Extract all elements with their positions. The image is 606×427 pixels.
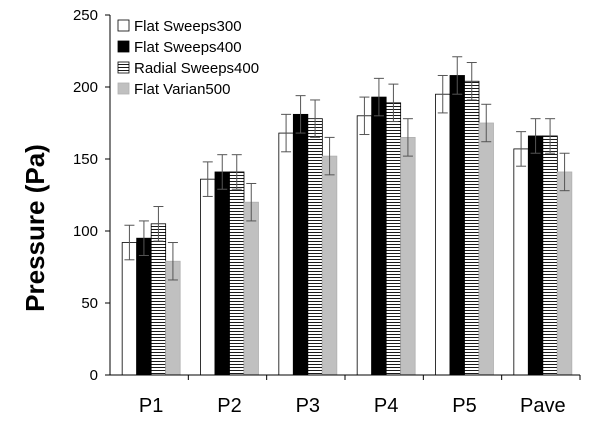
bar — [229, 171, 245, 376]
bar — [464, 80, 480, 376]
bars — [121, 75, 573, 376]
bar — [200, 178, 216, 376]
legend-swatch — [117, 19, 130, 32]
legend-label: Flat Sweeps300 — [134, 18, 242, 35]
legend-label: Flat Varian500 — [134, 81, 230, 98]
bar — [478, 122, 494, 376]
bar — [243, 201, 259, 376]
bar — [150, 223, 167, 376]
bar — [307, 118, 323, 376]
bar — [449, 75, 465, 376]
y-tick-label: 200 — [73, 79, 98, 96]
legend-swatch — [117, 82, 130, 95]
y-tick-label: 0 — [90, 367, 98, 384]
bar — [214, 171, 230, 376]
bar — [385, 102, 402, 376]
bar — [371, 96, 387, 376]
legend: Flat Sweeps300 Flat Sweeps400 Radial Sweep… — [117, 18, 259, 98]
legend-label: Radial Sweeps400 — [134, 60, 259, 77]
bar — [513, 148, 529, 376]
x-tick-label: P3 — [296, 395, 320, 417]
bar — [356, 115, 373, 376]
bar — [278, 132, 294, 376]
x-tick-label: Pave — [520, 395, 566, 417]
y-tick-label: 100 — [73, 223, 98, 240]
bar — [400, 136, 416, 376]
x-tick-label: P5 — [452, 395, 476, 417]
y-axis-label: Pressure (Pa) — [20, 144, 50, 312]
bar — [435, 93, 451, 376]
bar — [121, 242, 138, 376]
x-tick-label: P4 — [374, 395, 398, 417]
y-tick-label: 250 — [73, 7, 98, 24]
y-axis: 0 50 100 150 200 250 — [73, 7, 111, 384]
legend-swatch — [117, 61, 130, 74]
bar — [556, 171, 573, 376]
bar — [542, 135, 558, 376]
x-tick-label: P2 — [217, 395, 241, 417]
y-tick-label: 150 — [73, 151, 98, 168]
bar — [136, 237, 152, 376]
error-bars — [124, 56, 570, 281]
y-tick-label: 50 — [81, 295, 98, 312]
legend-swatch — [117, 40, 130, 53]
x-axis: P1 P2 P3 P4 P5 Pave — [110, 374, 581, 417]
legend-label: Flat Sweeps400 — [134, 39, 242, 56]
bar — [321, 155, 338, 376]
x-tick-label: P1 — [139, 395, 163, 417]
bar — [292, 113, 309, 376]
bar — [527, 135, 544, 376]
